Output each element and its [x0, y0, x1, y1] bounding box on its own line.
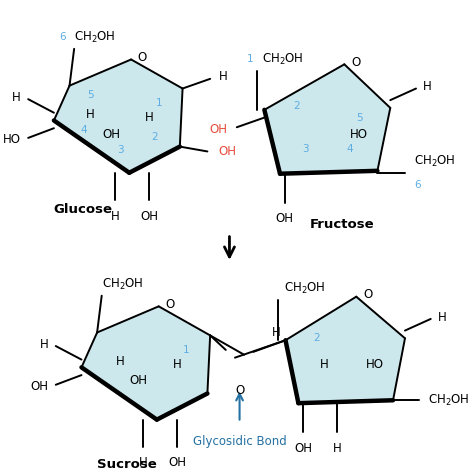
- Text: Glucose: Glucose: [54, 203, 113, 216]
- Text: OH: OH: [30, 380, 48, 393]
- Text: OH: OH: [129, 374, 147, 388]
- Text: OH: OH: [140, 210, 158, 222]
- Text: H: H: [272, 326, 281, 339]
- Text: H: H: [333, 442, 341, 455]
- Text: H: H: [116, 355, 125, 368]
- Text: H: H: [438, 310, 447, 324]
- Text: HO: HO: [350, 129, 368, 141]
- Polygon shape: [54, 59, 182, 173]
- Text: H: H: [219, 70, 228, 83]
- Text: 5: 5: [87, 90, 94, 100]
- Text: H: H: [139, 456, 147, 470]
- Text: H: H: [173, 358, 182, 371]
- Text: CH$_2$OH: CH$_2$OH: [414, 154, 456, 169]
- Text: OH: OH: [102, 128, 120, 140]
- Text: H: H: [86, 108, 95, 121]
- Text: H: H: [145, 111, 154, 124]
- Text: Glycosidic Bond: Glycosidic Bond: [193, 435, 286, 448]
- Text: H: H: [111, 210, 120, 222]
- Text: HO: HO: [3, 133, 21, 146]
- Text: H: H: [12, 91, 21, 104]
- Text: O: O: [137, 51, 147, 64]
- Text: 4: 4: [346, 144, 353, 154]
- Text: 1: 1: [155, 98, 162, 108]
- Text: CH$_2$OH: CH$_2$OH: [102, 276, 143, 292]
- Text: 3: 3: [117, 145, 123, 154]
- Polygon shape: [285, 297, 405, 403]
- Text: H: H: [423, 80, 432, 93]
- Text: OH: OH: [294, 442, 312, 455]
- Text: H: H: [320, 358, 328, 371]
- Text: 2: 2: [293, 101, 300, 111]
- Text: OH: OH: [219, 145, 237, 158]
- Text: 2: 2: [313, 333, 320, 343]
- Text: OH: OH: [275, 212, 293, 226]
- Text: CH$_2$OH: CH$_2$OH: [428, 393, 470, 408]
- Polygon shape: [82, 306, 210, 420]
- Text: 5: 5: [356, 113, 362, 122]
- Text: CH$_2$OH: CH$_2$OH: [74, 30, 116, 45]
- Text: Sucrose: Sucrose: [97, 458, 157, 471]
- Text: OH: OH: [210, 122, 228, 136]
- Text: 6: 6: [414, 180, 421, 190]
- Text: O: O: [235, 384, 244, 397]
- Text: O: O: [352, 56, 361, 69]
- Text: 6: 6: [59, 32, 66, 42]
- Text: O: O: [165, 298, 174, 311]
- Text: HO: HO: [365, 358, 383, 371]
- Text: 1: 1: [247, 55, 253, 65]
- Text: CH$_2$OH: CH$_2$OH: [283, 280, 325, 295]
- Text: 3: 3: [302, 144, 309, 154]
- Text: 1: 1: [183, 345, 190, 355]
- Polygon shape: [264, 65, 390, 174]
- Text: OH: OH: [168, 456, 186, 470]
- Text: CH$_2$OH: CH$_2$OH: [262, 52, 303, 67]
- Text: H: H: [40, 338, 48, 350]
- Text: 2: 2: [152, 132, 158, 142]
- Text: Fructose: Fructose: [310, 218, 375, 231]
- Text: O: O: [364, 288, 373, 301]
- Text: 4: 4: [80, 125, 87, 135]
